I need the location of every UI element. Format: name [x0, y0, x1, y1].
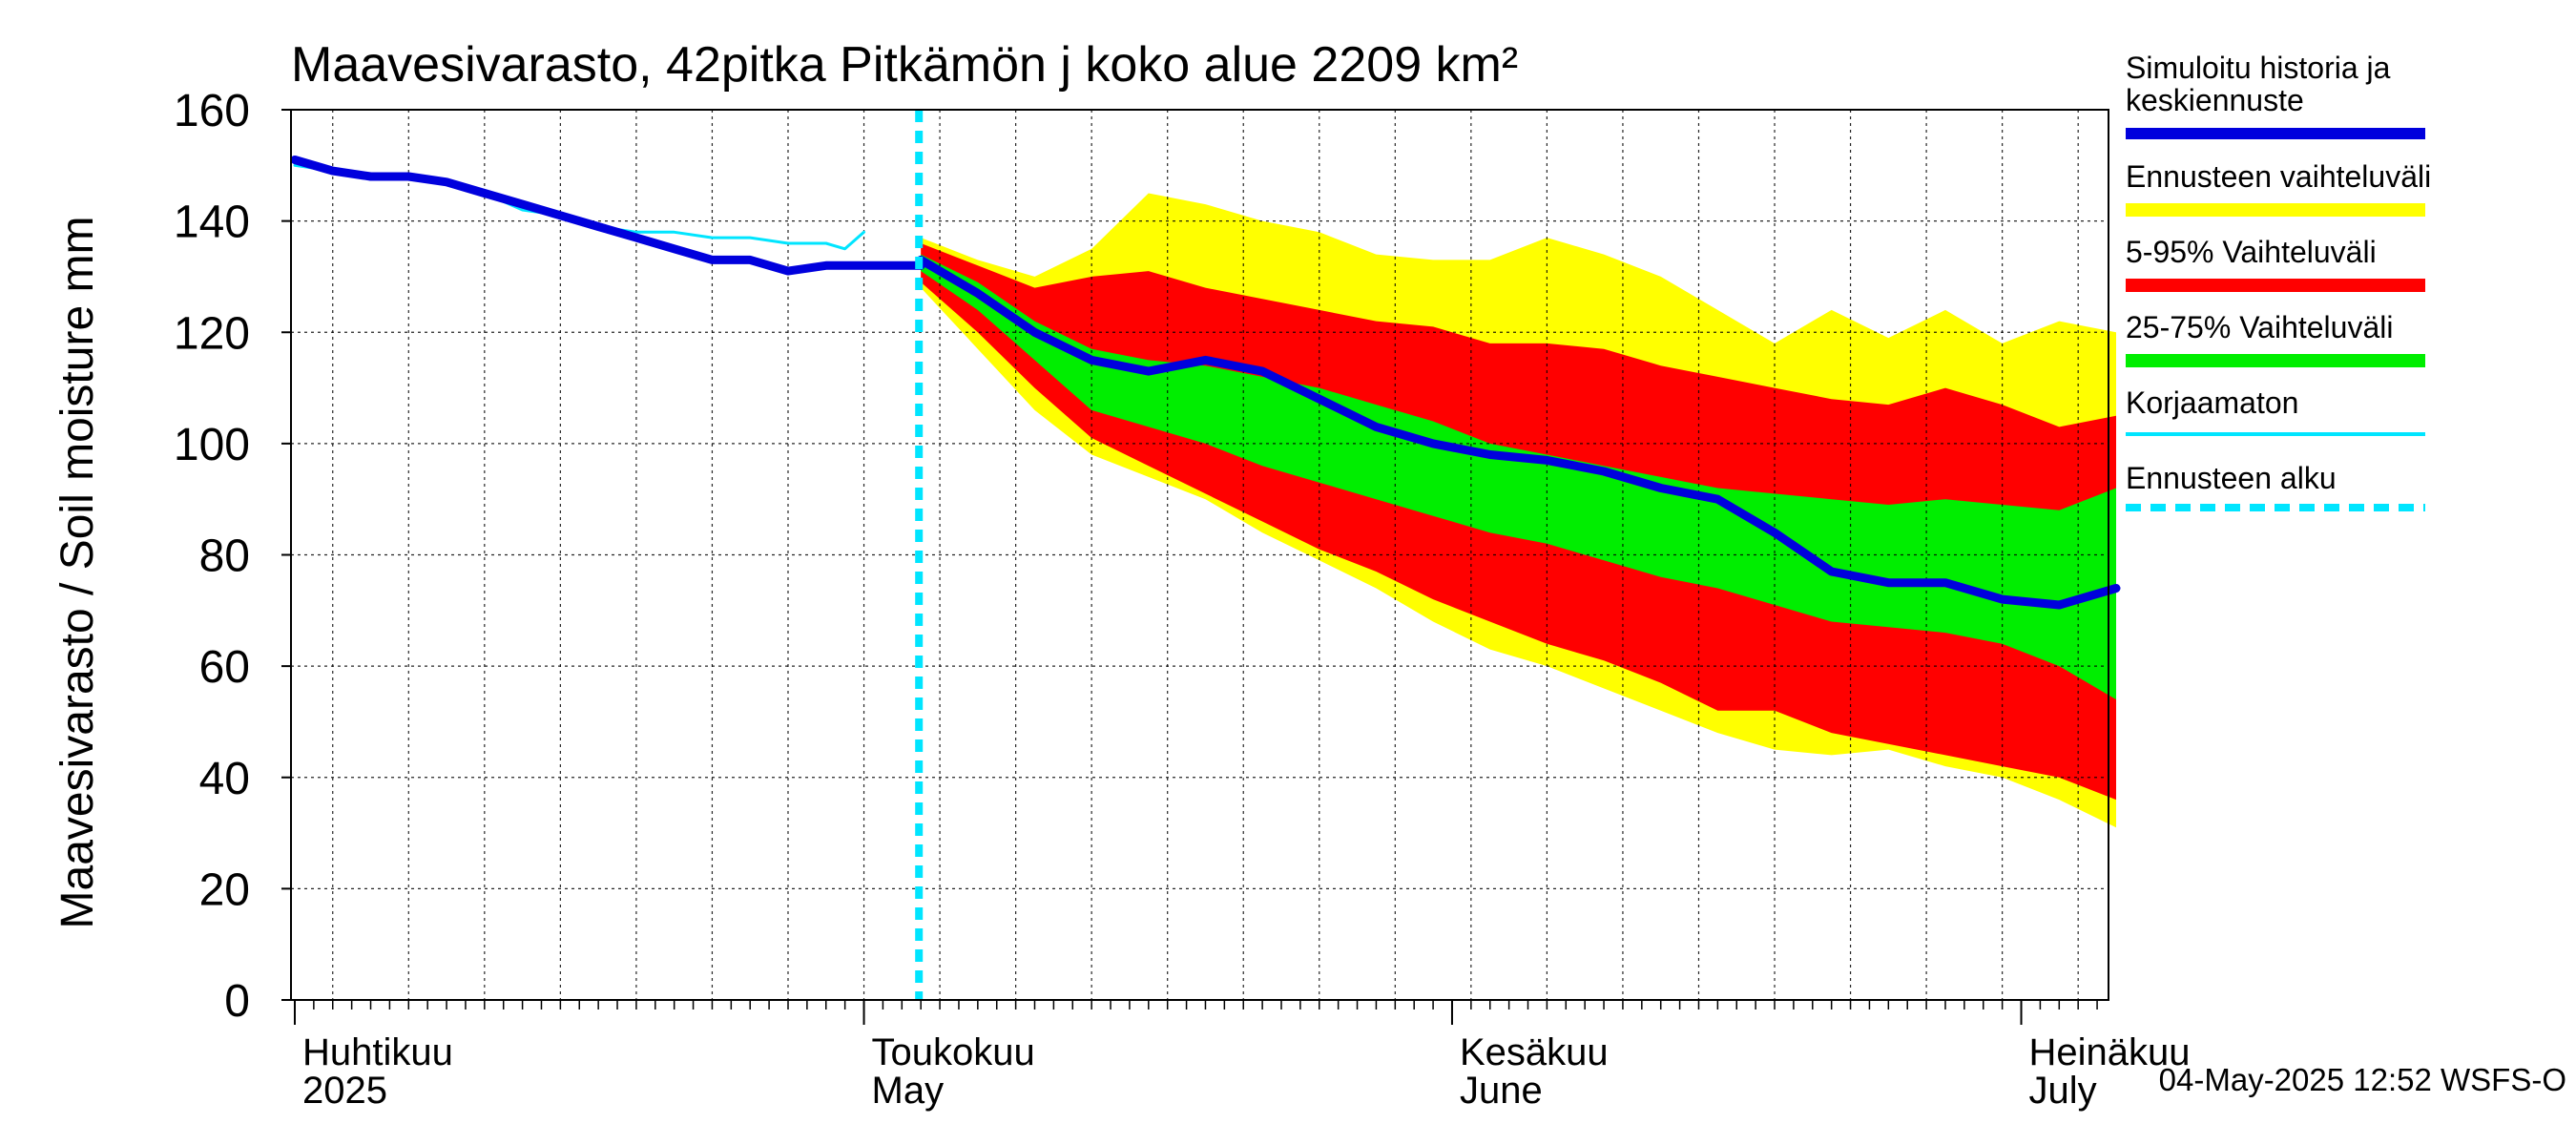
y-tick-label: 80 [199, 531, 250, 582]
legend-label: 5-95% Vaihteluväli [2126, 235, 2377, 269]
y-tick-label: 160 [174, 86, 250, 136]
x-tick-label: May [872, 1070, 945, 1112]
x-tick-label: Kesäkuu [1460, 1031, 1609, 1073]
footer-timestamp: 04-May-2025 12:52 WSFS-O [2159, 1062, 2566, 1097]
legend-label: Korjaamaton [2126, 385, 2298, 420]
band-25-75 [921, 254, 2117, 700]
y-axis-label: Maavesivarasto / Soil moisture mm [52, 217, 103, 929]
y-tick-label: 60 [199, 642, 250, 693]
legend-label: Ennusteen alku [2126, 461, 2337, 495]
history-line [290, 156, 925, 276]
x-tick-label: Toukokuu [872, 1031, 1035, 1073]
x-tick-label: June [1460, 1070, 1543, 1112]
forecast-bands [921, 193, 2117, 828]
y-tick-label: 40 [199, 754, 250, 804]
y-axis: 0 20 40 60 80 100 120 140 160 [174, 86, 291, 1027]
legend-label: Simuloitu historia ja [2126, 51, 2391, 85]
chart-title: Maavesivarasto, 42pitka Pitkämön j koko … [291, 37, 1518, 93]
y-tick-label: 140 [174, 198, 250, 248]
x-tick-label: 2025 [302, 1070, 387, 1112]
x-tick-label: Heinäkuu [2029, 1031, 2191, 1073]
legend-label: 25-75% Vaihteluväli [2126, 310, 2393, 344]
y-tick-label: 100 [174, 420, 250, 470]
y-tick-label: 20 [199, 864, 250, 915]
y-tick-label: 120 [174, 308, 250, 359]
x-tick-label: July [2029, 1070, 2097, 1112]
legend-label: Ennusteen vaihteluväli [2126, 159, 2431, 194]
series-lines [290, 110, 2121, 1000]
y-tick-label: 0 [224, 976, 250, 1027]
median-forecast-line [916, 255, 2121, 610]
legend-label: keskiennuste [2126, 83, 2304, 117]
x-tick-label: Huhtikuu [302, 1031, 453, 1073]
